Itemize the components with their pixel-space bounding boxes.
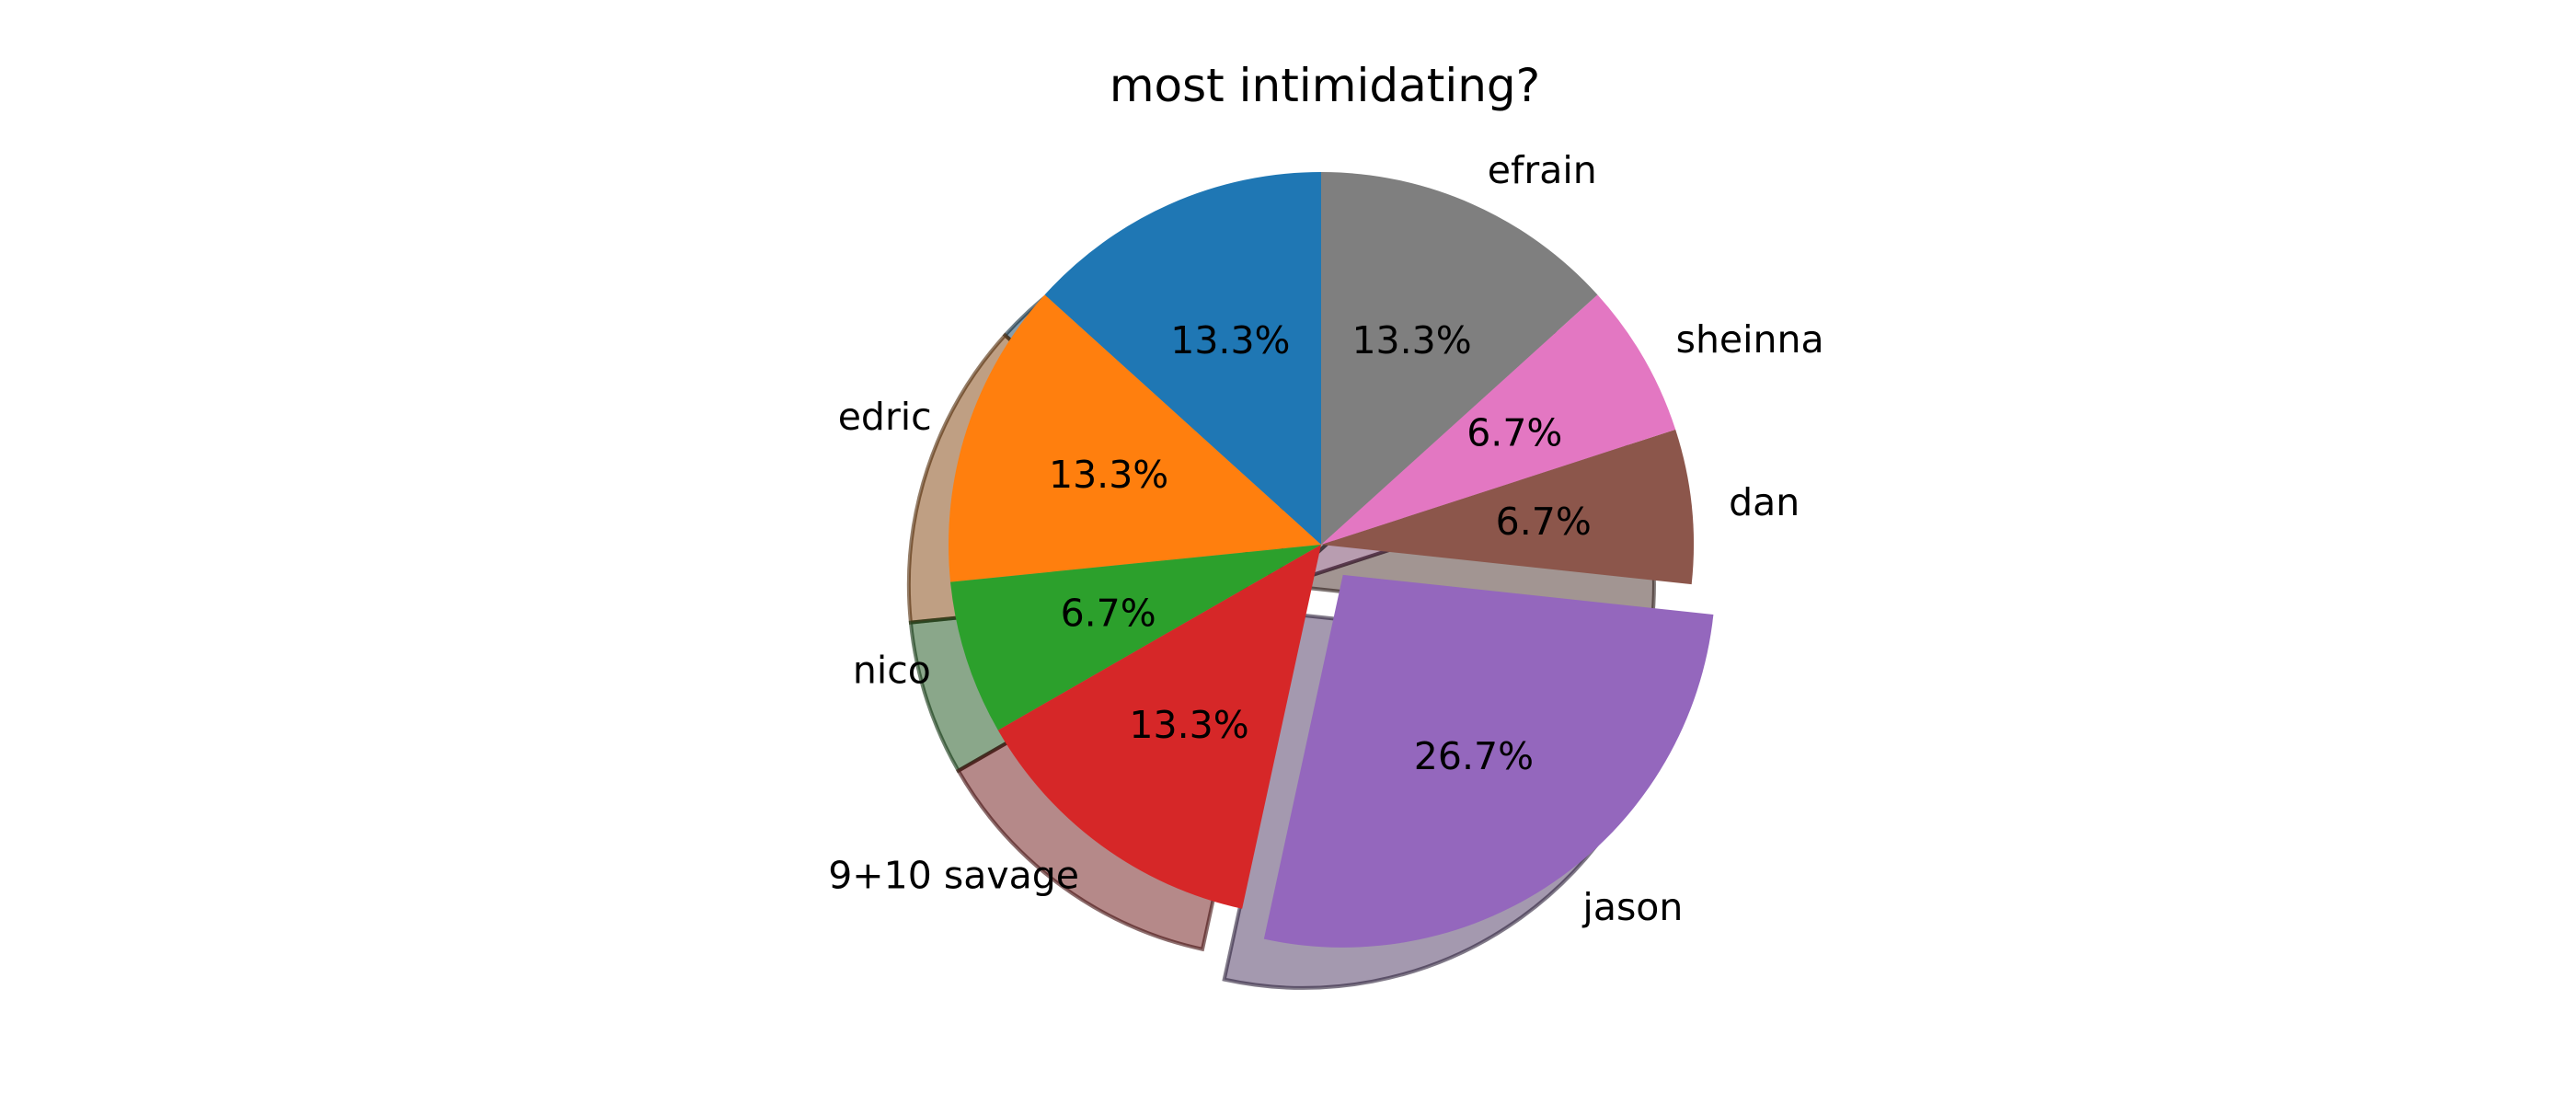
slice-edric [948, 294, 1321, 582]
pie-slices [948, 172, 1714, 948]
pct-label-efrain: 13.3% [1351, 318, 1471, 362]
slice-jason [1263, 574, 1714, 948]
pct-label-9-10-savage: 13.3% [1129, 703, 1248, 747]
slice-nico [950, 545, 1321, 730]
slice-label-edric: edric [838, 395, 932, 439]
pct-label-jason: 26.7% [1414, 734, 1534, 778]
pct-label-dan: 6.7% [1496, 500, 1592, 544]
slice-sheinna [1321, 294, 1676, 545]
slice-label-dan: dan [1729, 480, 1800, 524]
slice-dan [1321, 429, 1694, 585]
slice-9-10-savage [997, 545, 1321, 909]
pct-label-nico: 6.7% [1061, 591, 1156, 635]
slice-labels: 13.3% 13.3% edric 6.7% nico 13.3% 9+10 savage 2… [828, 148, 1823, 929]
pct-label-edric: 13.3% [1049, 453, 1168, 497]
slice-label-jason: jason [1581, 885, 1683, 929]
chart-title: most intimidating? [1110, 59, 1540, 112]
slice-label-9-10-savage: 9+10 savage [828, 854, 1079, 898]
slice-label-efrain: efrain [1488, 148, 1597, 192]
slice-label-nico: nico [853, 648, 931, 692]
slice-slice-0 [1044, 172, 1321, 545]
pct-label-slice-0: 13.3% [1170, 318, 1290, 362]
slice-efrain [1321, 172, 1598, 545]
slice-label-sheinna: sheinna [1676, 317, 1824, 362]
pct-label-sheinna: 6.7% [1466, 410, 1562, 454]
